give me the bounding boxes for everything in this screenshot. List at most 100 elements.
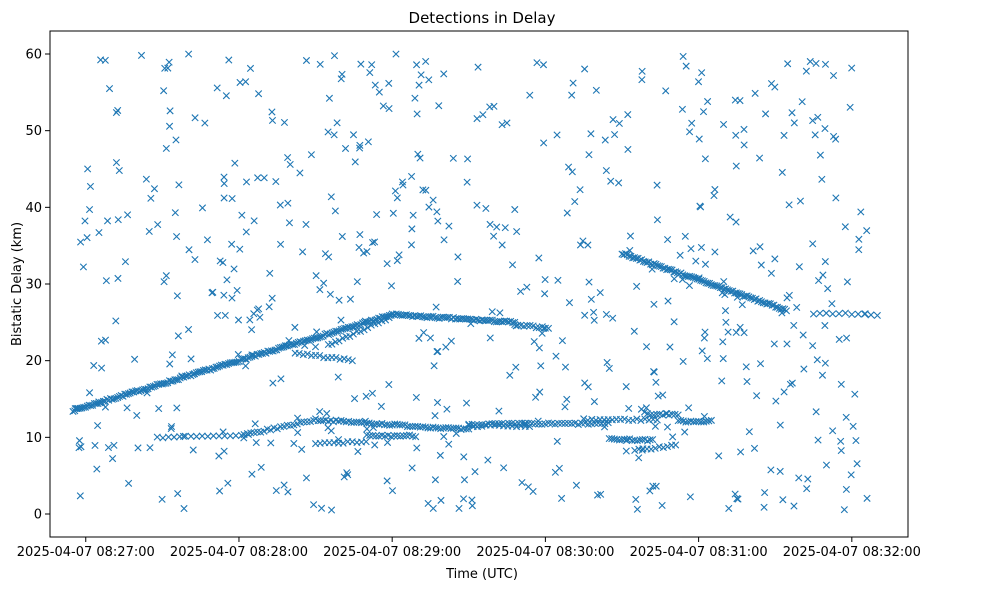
track-point [112,394,120,402]
clutter-point [101,336,110,344]
clutter-point [368,389,377,397]
clutter-point [433,208,441,216]
clutter-point [209,288,217,296]
clutter-point [812,408,820,416]
clutter-point [829,71,838,80]
clutter-point [276,201,284,209]
clutter-point [615,179,623,187]
track-point [620,415,629,423]
clutter-point [335,296,343,304]
track-point [584,416,592,424]
clutter-point [216,487,224,495]
clutter-point [852,436,860,445]
clutter-point [679,52,687,61]
clutter-point [695,274,703,282]
clutter-point [790,119,798,127]
clutter-point [190,370,198,378]
clutter-point [242,178,251,186]
clutter-point [108,455,117,463]
track-point [653,410,661,418]
track-point [632,254,640,263]
clutter-point [772,397,780,405]
clutter-point [293,414,302,422]
clutter-point [811,131,819,139]
clutter-point [379,102,387,110]
clutter-point [415,334,423,342]
clutter-point [818,175,826,183]
clutter-point [576,186,584,194]
clutter-point [624,145,632,154]
clutter-point [324,424,332,432]
clutter-point [165,122,174,130]
track-point [462,425,470,433]
clutter-point [388,487,397,495]
clutter-point [291,323,299,331]
track-point [226,432,234,440]
clutter-point [732,162,740,170]
clutter-point [669,433,677,441]
clutter-point [863,227,871,235]
clutter-point [756,360,765,368]
y-tick-label: 20 [25,354,42,369]
track-point [305,336,313,344]
clutter-point [220,179,228,188]
clutter-point [93,465,101,473]
clutter-point [172,233,181,241]
clutter-point [296,169,304,177]
clutter-point [71,405,79,413]
clutter-point [213,311,222,320]
clutter-point [393,194,401,202]
track-point [307,336,315,344]
clutter-point [356,141,364,149]
clutter-point [285,219,294,227]
clutter-point [587,130,595,138]
clutter-point [540,139,548,147]
clutter-point [490,102,498,110]
clutter-point [361,317,369,325]
clutter-point [252,438,260,447]
clutter-point [703,355,711,363]
clutter-point [770,340,778,348]
clutter-point [736,323,744,331]
track-point [385,314,393,322]
clutter-point [563,209,571,217]
clutter-point [624,111,632,119]
clutter-point [835,335,843,343]
clutter-point [334,436,343,444]
clutter-point [323,409,331,418]
track-point [816,309,824,317]
clutter-point [368,238,377,247]
clutter-point [462,399,471,407]
clutter-point [385,79,393,87]
clutter-point [793,303,801,311]
clutter-point [73,404,81,413]
clutter-point [842,334,851,342]
clutter-point [821,359,829,367]
clutter-point [354,447,362,456]
clutter-point [391,187,400,195]
clutter-point [540,324,548,333]
x-tick-label: 2025-04-07 08:27:00 [17,545,155,560]
clutter-point [778,309,786,317]
track-point [348,357,356,365]
clutter-point [145,227,153,236]
clutter-point [173,404,181,412]
clutter-point [812,59,820,68]
clutter-point [625,404,633,413]
clutter-point [701,328,709,336]
clutter-point [432,303,440,311]
clutter-point [331,207,339,215]
clutter-point [162,144,170,153]
clutter-point [95,228,103,237]
clutter-point [535,344,543,352]
clutter-point [97,56,105,64]
clutter-point [276,240,285,248]
clutter-point [371,441,379,449]
track-point [554,419,563,427]
clutter-point [720,277,728,286]
clutter-point [198,204,207,212]
clutter-point [698,347,706,355]
clutter-point [529,487,537,496]
clutter-point [743,377,751,386]
